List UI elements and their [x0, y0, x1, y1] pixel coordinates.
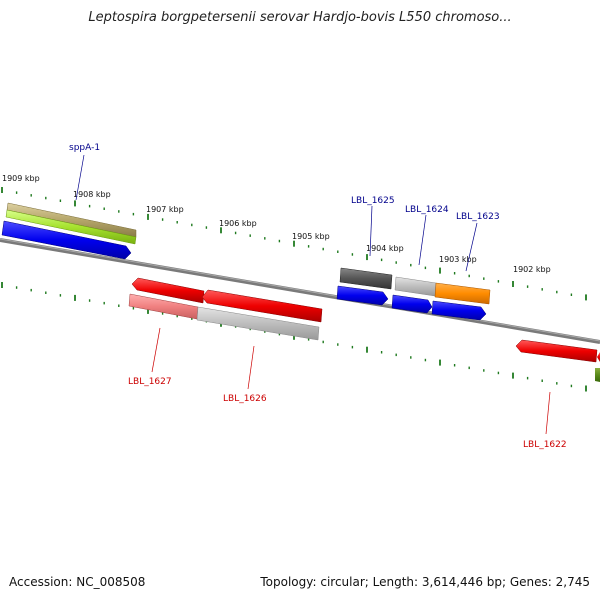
gene-label-LBL_1625[interactable]: LBL_1625 [351, 196, 395, 206]
gene-LBL_1622-edge[interactable] [597, 352, 600, 362]
feature-sppA-lime[interactable] [5, 209, 137, 245]
leader-line [545, 391, 551, 435]
feature-edge-green[interactable] [595, 368, 600, 382]
scale-label: 1909 kbp [2, 174, 40, 183]
genome-backbone [0, 238, 600, 344]
scale-label: 1906 kbp [219, 219, 257, 228]
genome-backbone-highlight [0, 238, 600, 342]
gene-LBL_1623-blue[interactable] [431, 300, 487, 321]
scale-label: 1904 kbp [366, 244, 404, 253]
gene-LBL_1626-grey[interactable] [196, 306, 320, 341]
leader-line [247, 345, 255, 390]
gene-LBL_1625-blue[interactable] [336, 285, 389, 306]
scale-label: 1905 kbp [292, 232, 330, 241]
gene-label-LBL_1624[interactable]: LBL_1624 [405, 205, 449, 215]
gene-sppA-1[interactable] [1, 220, 132, 260]
gene-label-sppA-1[interactable]: sppA-1 [69, 143, 100, 153]
scale-label: 1903 kbp [439, 255, 477, 264]
gene-LBL_1622[interactable] [515, 339, 598, 363]
gene-LBL_1623[interactable] [434, 282, 491, 305]
scale-label: 1902 kbp [513, 265, 551, 274]
reverse-scale-ticks [1, 282, 587, 392]
scale-label: 1907 kbp [146, 205, 184, 214]
leader-line [418, 214, 427, 266]
gene-LBL_1627[interactable] [131, 277, 205, 304]
scale-label: 1908 kbp [73, 190, 111, 199]
leader-line [75, 154, 85, 201]
gene-LBL_1624-blue[interactable] [391, 294, 433, 314]
gene-LBL_1624[interactable] [394, 276, 437, 297]
accession-label: Accession: NC_008508 [9, 575, 146, 589]
gene-label-LBL_1626[interactable]: LBL_1626 [223, 394, 267, 404]
gene-LBL_1626[interactable] [201, 289, 323, 323]
gene-label-LBL_1622[interactable]: LBL_1622 [523, 440, 567, 450]
forward-scale-ticks [1, 187, 587, 301]
leader-line [465, 222, 478, 272]
leader-line [151, 327, 161, 373]
map-title: Leptospira borgpetersenii serovar Hardjo… [88, 10, 512, 25]
gene-label-LBL_1623[interactable]: LBL_1623 [456, 212, 500, 222]
gene-label-LBL_1627[interactable]: LBL_1627 [128, 377, 172, 387]
gene-LBL_1625[interactable] [339, 267, 393, 290]
topology-summary: Topology: circular; Length: 3,614,446 bp… [260, 575, 590, 589]
leader-line [369, 205, 373, 257]
